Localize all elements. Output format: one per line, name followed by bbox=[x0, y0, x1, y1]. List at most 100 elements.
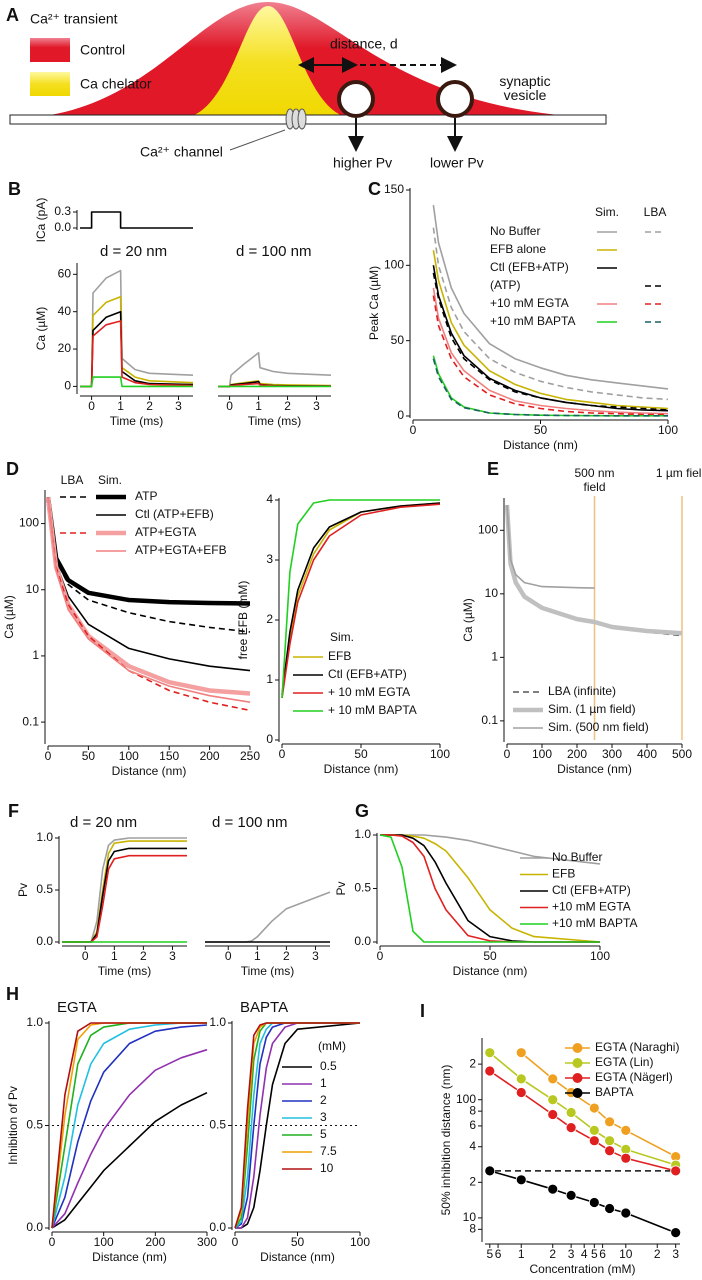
legend-label: No Buffer bbox=[490, 224, 540, 238]
x-tick-label: 0 bbox=[226, 399, 233, 413]
x-axis-label: Distance (nm) bbox=[503, 438, 578, 452]
marker bbox=[588, 1124, 600, 1136]
subtitle: EGTA bbox=[57, 999, 97, 1016]
legend-label: Ctl (EFB+ATP) bbox=[328, 667, 407, 681]
marker bbox=[547, 1183, 559, 1195]
legend-label: Sim. (500 nm field) bbox=[548, 720, 649, 734]
x-tick-label: 0 bbox=[279, 747, 286, 761]
x-tick-label: 5 bbox=[591, 1247, 598, 1261]
y-tick-label: 1 bbox=[266, 672, 273, 686]
legend-label: 5 bbox=[320, 1127, 327, 1141]
marker bbox=[547, 1094, 559, 1106]
series-line bbox=[505, 504, 683, 636]
vesicle-label-box: synaptic vesicle bbox=[499, 74, 550, 102]
legend-label: EFB bbox=[328, 649, 351, 663]
distance-label: distance, d bbox=[330, 36, 398, 52]
legend-header: Sim. bbox=[595, 205, 619, 219]
x-axis-label: Distance (nm) bbox=[92, 1250, 167, 1264]
x-tick-label: 0 bbox=[377, 949, 384, 963]
membrane bbox=[9, 114, 607, 125]
x-tick-label: 6 bbox=[495, 1247, 502, 1261]
series-line bbox=[235, 1022, 361, 1229]
y-axis-label: Peak Ca (µM) bbox=[367, 266, 381, 340]
marker bbox=[515, 1047, 527, 1059]
y-tick-label: 100 bbox=[478, 522, 498, 536]
legend-marker bbox=[572, 1043, 583, 1053]
x-tick-label: 300 bbox=[602, 747, 622, 761]
y-tick-label: 4 bbox=[266, 492, 273, 506]
x-tick-label: 50 bbox=[291, 1235, 305, 1249]
y-tick-label: 40 bbox=[58, 304, 72, 318]
marker bbox=[515, 1073, 527, 1085]
legend-title: Ca²⁺ transient bbox=[30, 11, 118, 27]
y-tick-label: 1.0 bbox=[209, 1015, 226, 1029]
legend-label: BAPTA bbox=[595, 1085, 633, 1099]
y-tick-label: 0 bbox=[64, 379, 71, 393]
legend-label: Ctl (ATP+EFB) bbox=[135, 507, 214, 521]
y-axis-label: free EFB (mM) bbox=[236, 581, 250, 660]
lba-line bbox=[432, 295, 668, 416]
series-line bbox=[80, 320, 194, 388]
marker bbox=[670, 1165, 682, 1177]
y-tick-label: 4 bbox=[469, 1139, 476, 1153]
x-tick-label: 100 bbox=[532, 747, 552, 761]
legend-label: EGTA (Nägerl) bbox=[595, 1070, 673, 1084]
x-tick-label: 3 bbox=[568, 1247, 575, 1261]
marker bbox=[588, 1135, 600, 1147]
x-tick-label: 2 bbox=[146, 399, 153, 413]
y-tick-label: 0.3 bbox=[54, 204, 71, 218]
panel-label: H bbox=[6, 984, 19, 1004]
x-axis-label: Time (ms) bbox=[248, 414, 302, 428]
y-tick-label: 0 bbox=[266, 732, 273, 746]
x-tick-label: 1 bbox=[518, 1247, 525, 1261]
series-line bbox=[205, 891, 331, 943]
x-tick-label: 0 bbox=[88, 399, 95, 413]
y-tick-label: 50 bbox=[391, 333, 405, 347]
y-axis-label: Inhibition of Pv bbox=[6, 1086, 20, 1165]
marker bbox=[604, 1135, 616, 1147]
legend-label: ATP+EGTA bbox=[135, 525, 196, 539]
y-tick-label: 0.0 bbox=[209, 1220, 226, 1234]
y-axis-label: ICa (pA) bbox=[34, 198, 48, 243]
y-tick-label: 8 bbox=[469, 1103, 476, 1117]
x-tick-label: 3 bbox=[313, 399, 320, 413]
panel-label: G bbox=[355, 801, 369, 821]
x-tick-label: 6 bbox=[599, 1247, 606, 1261]
marker bbox=[515, 1087, 527, 1098]
channel bbox=[285, 108, 307, 130]
x-tick-label: 100 bbox=[658, 423, 678, 437]
legend-label: +10 mM EGTA bbox=[490, 296, 569, 310]
x-tick-label: 4 bbox=[581, 1247, 588, 1261]
outcome-label: higher Pv bbox=[333, 155, 392, 171]
legend-label: No Buffer bbox=[552, 850, 602, 864]
subtitle: d = 20 nm bbox=[100, 243, 167, 260]
x-axis-label: Distance (nm) bbox=[112, 764, 187, 778]
control-transient bbox=[20, 2, 610, 118]
x-tick-label: 50 bbox=[534, 423, 548, 437]
y-tick-label: 0.0 bbox=[26, 1220, 43, 1234]
series-line bbox=[80, 376, 193, 388]
x-tick-label: 2 bbox=[549, 1247, 556, 1261]
x-axis-label: Distance (nm) bbox=[557, 762, 632, 776]
series-line bbox=[281, 499, 440, 699]
series-line bbox=[51, 1022, 207, 1229]
x-tick-label: 10 bbox=[619, 1247, 633, 1261]
subtitle: d = 20 nm bbox=[70, 814, 137, 831]
series-line bbox=[62, 837, 187, 943]
lba-line bbox=[47, 497, 251, 633]
vesicle bbox=[337, 80, 375, 118]
y-tick-label: 10 bbox=[26, 582, 40, 596]
y-tick-label: 0.5 bbox=[209, 1118, 226, 1132]
x-tick-label: 0 bbox=[504, 747, 511, 761]
x-tick-label: 0 bbox=[49, 1235, 56, 1249]
x-tick-label: 1 bbox=[111, 949, 118, 963]
lba-line bbox=[47, 497, 251, 712]
legend-label: Sim. (1 µm field) bbox=[548, 702, 636, 716]
legend-label: EFB alone bbox=[490, 242, 546, 256]
y-axis-label: Ca (µM) bbox=[461, 598, 475, 642]
x-tick-label: 50 bbox=[354, 747, 368, 761]
y-tick-label: 0.1 bbox=[481, 713, 498, 727]
marker bbox=[604, 1145, 616, 1157]
marker bbox=[565, 1107, 577, 1118]
x-tick-label: 0 bbox=[45, 749, 52, 763]
